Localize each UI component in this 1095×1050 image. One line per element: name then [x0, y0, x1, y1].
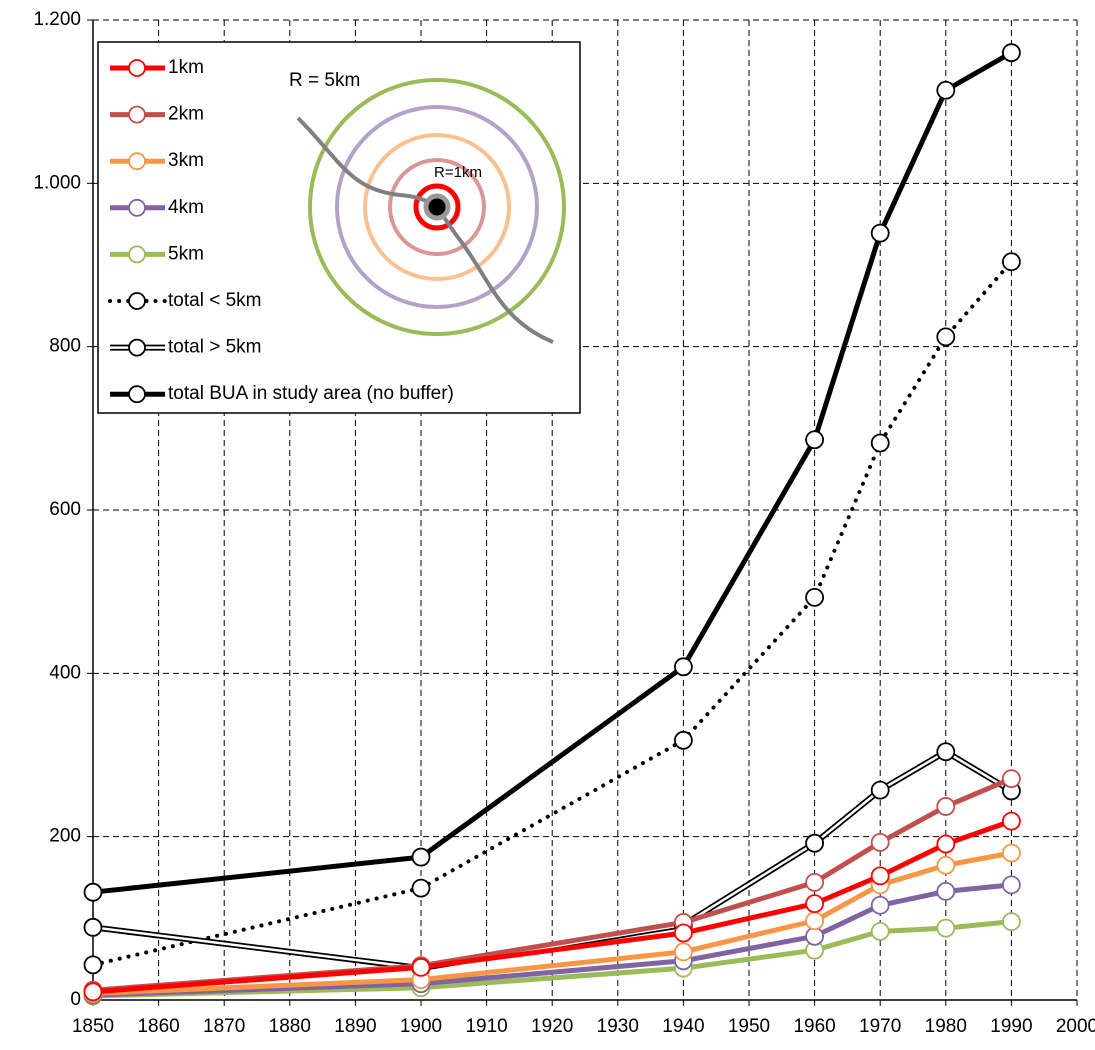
- marker: [872, 225, 889, 242]
- marker: [1003, 44, 1020, 61]
- marker: [806, 589, 823, 606]
- legend-label: 5km: [168, 243, 204, 264]
- marker: [675, 943, 692, 960]
- x-tick-label: 2000: [1056, 1016, 1095, 1037]
- marker: [937, 798, 954, 815]
- marker: [872, 435, 889, 452]
- legend-marker: [129, 386, 145, 402]
- marker: [937, 82, 954, 99]
- legend-label: total BUA in study area (no buffer): [168, 383, 454, 404]
- marker: [872, 923, 889, 940]
- marker: [937, 743, 954, 760]
- marker: [413, 880, 430, 897]
- marker: [937, 328, 954, 345]
- marker: [806, 928, 823, 945]
- x-tick-label: 1990: [990, 1016, 1032, 1037]
- center: [426, 196, 448, 218]
- legend-label: total > 5km: [168, 337, 261, 358]
- marker: [85, 983, 102, 1000]
- marker: [937, 920, 954, 937]
- marker: [1003, 913, 1020, 930]
- marker: [806, 912, 823, 929]
- marker: [872, 782, 889, 799]
- x-tick-label: 1850: [72, 1016, 114, 1037]
- marker: [806, 835, 823, 852]
- y-tick-label: 600: [49, 499, 81, 520]
- x-tick-label: 1860: [137, 1016, 179, 1037]
- marker: [1003, 253, 1020, 270]
- marker: [937, 836, 954, 853]
- x-tick-label: 1910: [465, 1016, 507, 1037]
- legend-marker: [129, 200, 145, 216]
- y-tick-label: 1.200: [33, 9, 81, 30]
- marker: [806, 431, 823, 448]
- y-tick-label: 200: [49, 826, 81, 847]
- legend-label: 4km: [168, 197, 204, 218]
- marker: [85, 956, 102, 973]
- chart: 0 200 400 600 800 1.000 1.200 1850 1860 1870 1880 1…: [0, 0, 1095, 1050]
- y-tick-label: 400: [49, 662, 81, 683]
- x-tick-label: 1950: [728, 1016, 770, 1037]
- annotation: R = 5km: [289, 70, 360, 91]
- marker: [413, 849, 430, 866]
- marker: [675, 658, 692, 675]
- x-tick-label: 1920: [531, 1016, 573, 1037]
- x-tick-label: 1880: [269, 1016, 311, 1037]
- y-tick-label: 0: [70, 989, 81, 1010]
- legend-marker: [129, 293, 145, 309]
- x-tick-label: 1970: [859, 1016, 901, 1037]
- marker: [937, 857, 954, 874]
- legend-marker: [129, 107, 145, 123]
- legend-label: 1km: [168, 57, 204, 78]
- marker: [413, 959, 430, 976]
- marker: [1003, 876, 1020, 893]
- legend-marker: [129, 340, 145, 356]
- legend-marker: [129, 60, 145, 76]
- marker: [675, 925, 692, 942]
- legend-label: total < 5km: [168, 290, 261, 311]
- marker: [872, 867, 889, 884]
- marker: [872, 897, 889, 914]
- marker: [85, 884, 102, 901]
- legend-marker: [129, 246, 145, 262]
- marker: [872, 834, 889, 851]
- marker: [806, 895, 823, 912]
- x-tick-label: 1870: [203, 1016, 245, 1037]
- x-tick-label: 1890: [334, 1016, 376, 1037]
- y-tick-label: 800: [49, 336, 81, 357]
- x-tick-label: 1940: [662, 1016, 704, 1037]
- marker: [85, 919, 102, 936]
- x-tick-label: 1960: [793, 1016, 835, 1037]
- y-tick-label: 1.000: [33, 172, 81, 193]
- marker: [675, 732, 692, 749]
- legend-marker: [129, 153, 145, 169]
- marker: [1003, 770, 1020, 787]
- x-tick-label: 1900: [400, 1016, 442, 1037]
- marker: [1003, 845, 1020, 862]
- x-tick-label: 1980: [925, 1016, 967, 1037]
- legend-label: 2km: [168, 104, 204, 125]
- marker: [806, 874, 823, 891]
- annotation: R=1km: [434, 164, 482, 181]
- marker: [937, 883, 954, 900]
- marker: [1003, 813, 1020, 830]
- x-tick-label: 1930: [597, 1016, 639, 1037]
- legend-label: 3km: [168, 150, 204, 171]
